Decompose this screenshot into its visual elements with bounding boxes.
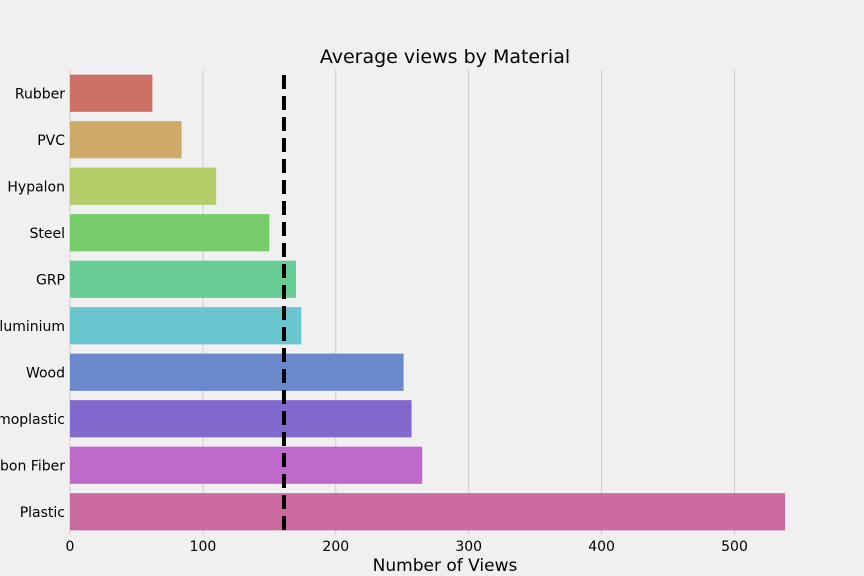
y-tick-label: Thermoplastic — [0, 412, 65, 428]
bar-grp — [70, 260, 296, 298]
x-tick-label: 200 — [322, 539, 349, 555]
y-tick-labels: Rubber PVC Hypalon Steel GRP Aluminium Wood The… — [0, 86, 65, 521]
y-tick-label: PVC — [37, 133, 65, 149]
y-tick-label: Carbon Fiber — [0, 458, 65, 474]
bars — [70, 74, 785, 531]
x-tick-label: 300 — [455, 539, 482, 555]
x-tick-label: 500 — [721, 539, 748, 555]
bar-aluminium — [70, 307, 302, 345]
y-tick-label: GRP — [36, 272, 65, 288]
bar-rubber — [70, 74, 153, 112]
x-tick-label: 100 — [190, 539, 217, 555]
bar-steel — [70, 214, 270, 252]
bar-carbon-fiber — [70, 446, 423, 484]
x-axis-label: Number of Views — [373, 556, 518, 576]
chart-title: Average views by Material — [320, 46, 570, 68]
y-tick-label: Steel — [30, 226, 66, 242]
x-tick-labels: 0 100 200 300 400 500 — [66, 539, 748, 555]
y-tick-label: Hypalon — [7, 179, 65, 195]
bar-plastic — [70, 493, 785, 531]
bar-hypalon — [70, 167, 217, 205]
y-tick-label: Wood — [26, 365, 65, 381]
x-tick-label: 0 — [66, 539, 75, 555]
bar-pvc — [70, 121, 182, 159]
bar-thermoplastic — [70, 400, 412, 438]
x-tick-label: 400 — [588, 539, 615, 555]
bar-wood — [70, 353, 404, 391]
y-tick-label: Aluminium — [0, 319, 65, 335]
y-tick-label: Plastic — [20, 505, 65, 521]
y-tick-label: Rubber — [15, 86, 65, 102]
